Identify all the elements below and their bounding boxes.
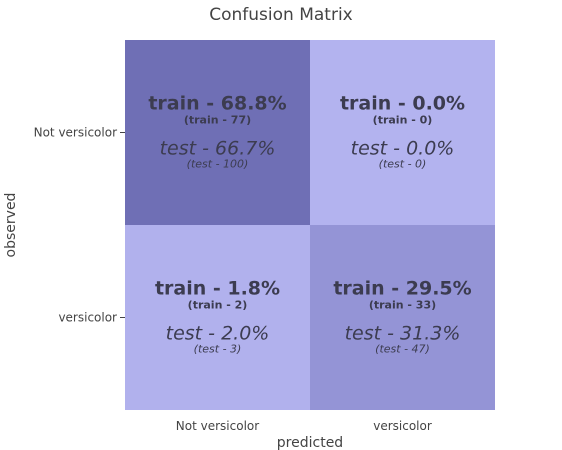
heatmap-cell [125,225,310,410]
cell-train-percent-label: train - 0.0% [340,93,465,115]
cell-test-count-label: (test - 3) [194,343,242,356]
y-tick-label: Not versicolor [34,126,117,140]
chart-title: Confusion Matrix [209,5,353,25]
cell-train-count-label: (train - 0) [373,114,433,127]
y-tick-label: versicolor [58,311,117,325]
axis-ticks: Not versicolor versicolor Not versicolor ve… [34,126,432,434]
cell-train-percent-label: train - 29.5% [333,278,471,300]
cell-test-percent-label: test - 66.7% [160,138,276,160]
heatmap-cells: train - 68.8%(train - 77)test - 66.7%(te… [125,40,495,410]
heatmap-cell-group: train - 1.8%(train - 2) test - 2.0%(test … [125,225,310,410]
cell-train-count-label: (train - 2) [188,299,248,312]
heatmap-cell [125,40,310,225]
cell-train-percent-label: train - 68.8% [148,93,286,115]
heatmap-cell [310,40,495,225]
y-axis-title: observed [3,193,19,258]
cell-test-count-label: (test - 0) [379,158,427,171]
x-tick-label: versicolor [373,419,432,433]
cell-test-percent-label: test - 2.0% [166,323,270,345]
cell-test-count-label: (test - 47) [375,343,430,356]
heatmap-cell-group: train - 29.5%(train - 33) test - 31.3%(te… [310,225,495,410]
cell-test-percent-label: test - 31.3% [345,323,461,345]
cell-test-count-label: (test - 100) [187,158,249,171]
cell-train-count-label: (train - 33) [369,299,436,312]
cell-test-percent-label: test - 0.0% [351,138,455,160]
cell-train-count-label: (train - 77) [184,114,251,127]
x-axis-title: predicted [277,435,343,450]
heatmap-cell [310,225,495,410]
heatmap-cell-group: train - 68.8%(train - 77) test - 66.7%(te… [125,40,310,225]
cell-train-percent-label: train - 1.8% [155,278,280,300]
heatmap-cell-group: train - 0.0%(train - 0) test - 0.0%(test … [310,40,495,225]
x-tick-label: Not versicolor [176,419,259,433]
